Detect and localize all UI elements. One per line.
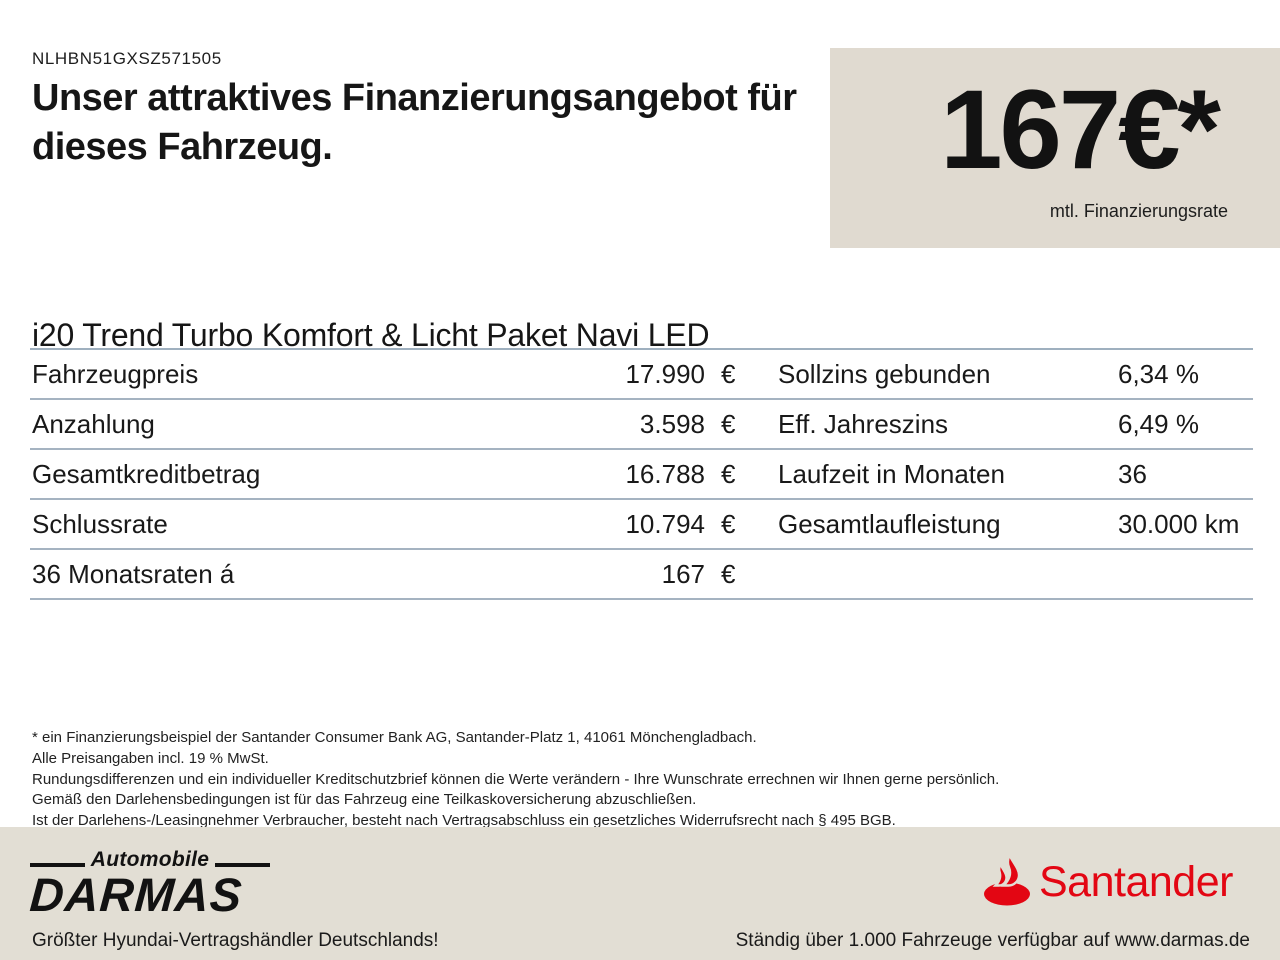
row-unit: €: [721, 509, 736, 540]
disclaimer-line: Gemäß den Darlehensbedingungen ist für d…: [32, 791, 697, 809]
row-right-label: Sollzins gebunden: [778, 359, 991, 390]
row-value: 167: [661, 559, 705, 590]
row-label: Schlussrate: [32, 509, 168, 540]
row-right-value: 6,49 %: [1118, 409, 1199, 440]
row-value: 17.990: [625, 359, 705, 390]
row-right-value: [1118, 589, 1253, 598]
row-value: 16.788: [625, 459, 705, 490]
logo-bar-right: [215, 863, 270, 867]
table-row: Gesamtkreditbetrag 16.788 € Laufzeit in …: [30, 450, 1253, 500]
title-divider: [30, 348, 1253, 350]
row-unit: €: [721, 559, 736, 590]
row-label: 36 Monatsraten á: [32, 559, 235, 590]
finance-table: Fahrzeugpreis 17.990 € Sollzins gebunden…: [30, 350, 1253, 600]
darmas-logo-top: Automobile: [30, 848, 270, 872]
disclaimer-line: Alle Preisangaben incl. 19 % MwSt.: [32, 749, 269, 767]
logo-bar-left: [30, 863, 85, 867]
disclaimer-line: Rundungsdifferenzen und ein individuelle…: [32, 770, 1000, 788]
row-unit: €: [721, 459, 736, 490]
dealer-tagline: Größter Hyundai-Vertragshändler Deutschl…: [32, 930, 439, 951]
table-row: 36 Monatsraten á 167 €: [30, 550, 1253, 600]
santander-wordmark: Santander: [1039, 858, 1233, 906]
row-unit: €: [721, 409, 736, 440]
footer: Automobile DARMAS Größter Hyundai-Vertra…: [0, 827, 1280, 960]
darmas-logo: Automobile DARMAS: [28, 848, 270, 921]
monthly-rate-label: mtl. Finanzierungsrate: [1049, 201, 1228, 221]
offer-headline: Unser attraktives Finanzierungsangebot f…: [32, 77, 797, 168]
row-value: 3.598: [639, 409, 705, 440]
santander-logo: Santander: [983, 854, 1233, 906]
row-label: Anzahlung: [32, 409, 155, 440]
darmas-logo-automobile: Automobile: [90, 848, 210, 871]
row-right-label: [778, 589, 1118, 598]
monthly-rate-value: 167€*: [940, 67, 1221, 192]
vehicle-vin: NLHBN51GXSZ571505: [32, 49, 222, 68]
vehicle-model-title: i20 Trend Turbo Komfort & Licht Paket Na…: [32, 317, 710, 353]
row-unit: €: [721, 359, 736, 390]
disclaimer-text: * ein Finanzierungsbeispiel der Santande…: [32, 728, 1232, 832]
row-right-value: 36: [1118, 459, 1147, 490]
table-row: Anzahlung 3.598 € Eff. Jahreszins 6,49 %: [30, 400, 1253, 450]
disclaimer-line: Ist der Darlehens-/Leasingnehmer Verbrau…: [32, 812, 896, 830]
santander-flame-icon: [984, 854, 1030, 906]
row-right-label: Laufzeit in Monaten: [778, 459, 1005, 490]
darmas-logo-name: DARMAS: [28, 868, 245, 921]
row-label: Gesamtkreditbetrag: [32, 459, 261, 490]
row-right-label: Eff. Jahreszins: [778, 409, 949, 440]
availability-text: Ständig über 1.000 Fahrzeuge verfügbar a…: [735, 930, 1250, 951]
table-row: Schlussrate 10.794 € Gesamtlaufleistung …: [30, 500, 1253, 550]
row-value: 10.794: [625, 509, 705, 540]
disclaimer-line: * ein Finanzierungsbeispiel der Santande…: [32, 729, 757, 746]
table-row: Fahrzeugpreis 17.990 € Sollzins gebunden…: [30, 350, 1253, 400]
row-label: Fahrzeugpreis: [32, 359, 199, 390]
row-right-value: 30.000 km: [1118, 509, 1240, 540]
row-right-label: Gesamtlaufleistung: [778, 509, 1001, 540]
row-right-value: 6,34 %: [1118, 359, 1199, 390]
monthly-rate-box: 167€* mtl. Finanzierungsrate: [830, 48, 1280, 248]
